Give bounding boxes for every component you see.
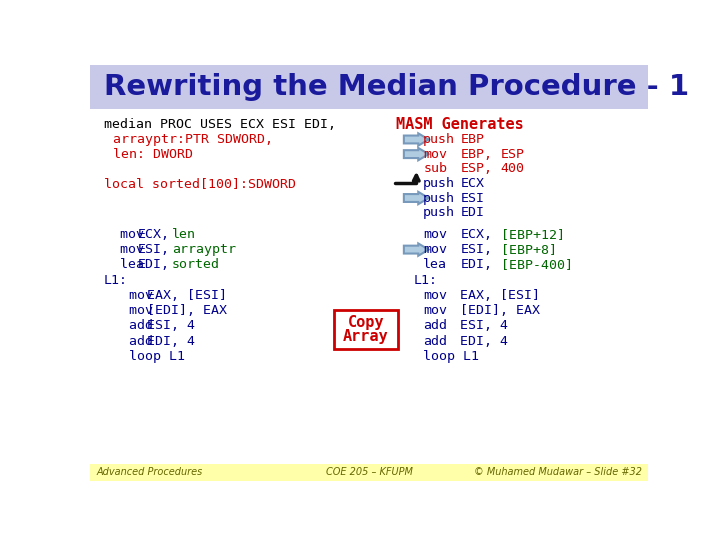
Text: EBP,: EBP,: [461, 147, 492, 160]
Text: L1:: L1:: [414, 274, 438, 287]
Text: loop L1: loop L1: [113, 350, 185, 363]
Text: Copy: Copy: [348, 315, 384, 330]
Text: sorted: sorted: [172, 259, 220, 272]
Bar: [90, 110, 648, 464]
Text: lea: lea: [423, 259, 447, 272]
Text: MASM Generates: MASM Generates: [396, 117, 524, 132]
Text: push: push: [423, 206, 455, 219]
Text: len: DWORD: len: DWORD: [113, 147, 193, 160]
Text: mov: mov: [423, 304, 447, 317]
Text: sub: sub: [423, 162, 447, 176]
Text: ESI: ESI: [461, 192, 485, 205]
Text: add: add: [423, 319, 447, 332]
Text: COE 205 – KFUPM: COE 205 – KFUPM: [325, 467, 413, 477]
Text: ESI, 4: ESI, 4: [461, 319, 508, 332]
Bar: [90, 464, 648, 481]
Polygon shape: [404, 148, 428, 160]
Text: mov: mov: [104, 243, 144, 256]
Text: EAX, [ESI]: EAX, [ESI]: [148, 288, 228, 301]
Text: lea: lea: [104, 259, 144, 272]
Text: ECX,: ECX,: [138, 228, 170, 241]
Text: arrayptr: arrayptr: [172, 243, 236, 256]
Text: mov: mov: [113, 304, 153, 317]
Text: ECX,: ECX,: [461, 228, 492, 241]
Text: [EBP+8]: [EBP+8]: [500, 243, 557, 256]
Text: add: add: [113, 335, 153, 348]
Text: ESI, 4: ESI, 4: [148, 319, 195, 332]
Text: EAX, [ESI]: EAX, [ESI]: [461, 288, 541, 301]
Text: Array: Array: [343, 329, 389, 344]
Text: mov: mov: [423, 243, 447, 256]
Text: [EBP-400]: [EBP-400]: [500, 259, 572, 272]
Text: mov: mov: [104, 228, 144, 241]
Text: median PROC USES ECX ESI EDI,: median PROC USES ECX ESI EDI,: [104, 118, 336, 131]
Text: EDI, 4: EDI, 4: [461, 335, 508, 348]
Text: push: push: [423, 177, 455, 190]
Text: Rewriting the Median Procedure - 1: Rewriting the Median Procedure - 1: [104, 73, 689, 101]
Text: EDI, 4: EDI, 4: [148, 335, 195, 348]
Text: mov: mov: [423, 228, 447, 241]
Text: EDI,: EDI,: [461, 259, 492, 272]
Text: Advanced Procedures: Advanced Procedures: [96, 467, 202, 477]
Text: EDI: EDI: [461, 206, 485, 219]
Text: local sorted[100]:SDWORD: local sorted[100]:SDWORD: [104, 177, 296, 190]
Text: EBP: EBP: [461, 133, 485, 146]
Text: mov: mov: [423, 147, 447, 160]
Text: ESP,: ESP,: [461, 162, 492, 176]
Text: push: push: [423, 133, 455, 146]
Text: add: add: [423, 335, 447, 348]
Text: len: len: [172, 228, 196, 241]
Text: ESP: ESP: [500, 147, 525, 160]
Polygon shape: [404, 133, 428, 146]
Polygon shape: [404, 244, 428, 256]
Text: arrayptr:PTR SDWORD,: arrayptr:PTR SDWORD,: [113, 133, 274, 146]
Text: [EDI], EAX: [EDI], EAX: [148, 304, 228, 317]
Text: mov: mov: [113, 288, 153, 301]
Bar: [90, 65, 648, 110]
Text: push: push: [423, 192, 455, 205]
Text: mov: mov: [423, 288, 447, 301]
FancyBboxPatch shape: [334, 310, 397, 349]
Text: 400: 400: [500, 162, 525, 176]
Text: ESI,: ESI,: [138, 243, 170, 256]
Text: ECX: ECX: [461, 177, 485, 190]
Text: [EDI], EAX: [EDI], EAX: [461, 304, 541, 317]
Polygon shape: [404, 192, 428, 204]
Text: [EBP+12]: [EBP+12]: [500, 228, 564, 241]
Text: © Muhamed Mudawar – Slide #32: © Muhamed Mudawar – Slide #32: [474, 467, 642, 477]
Text: EDI,: EDI,: [138, 259, 170, 272]
Text: L1:: L1:: [104, 274, 128, 287]
Text: loop L1: loop L1: [423, 350, 480, 363]
Text: ESI,: ESI,: [461, 243, 492, 256]
Text: add: add: [113, 319, 153, 332]
